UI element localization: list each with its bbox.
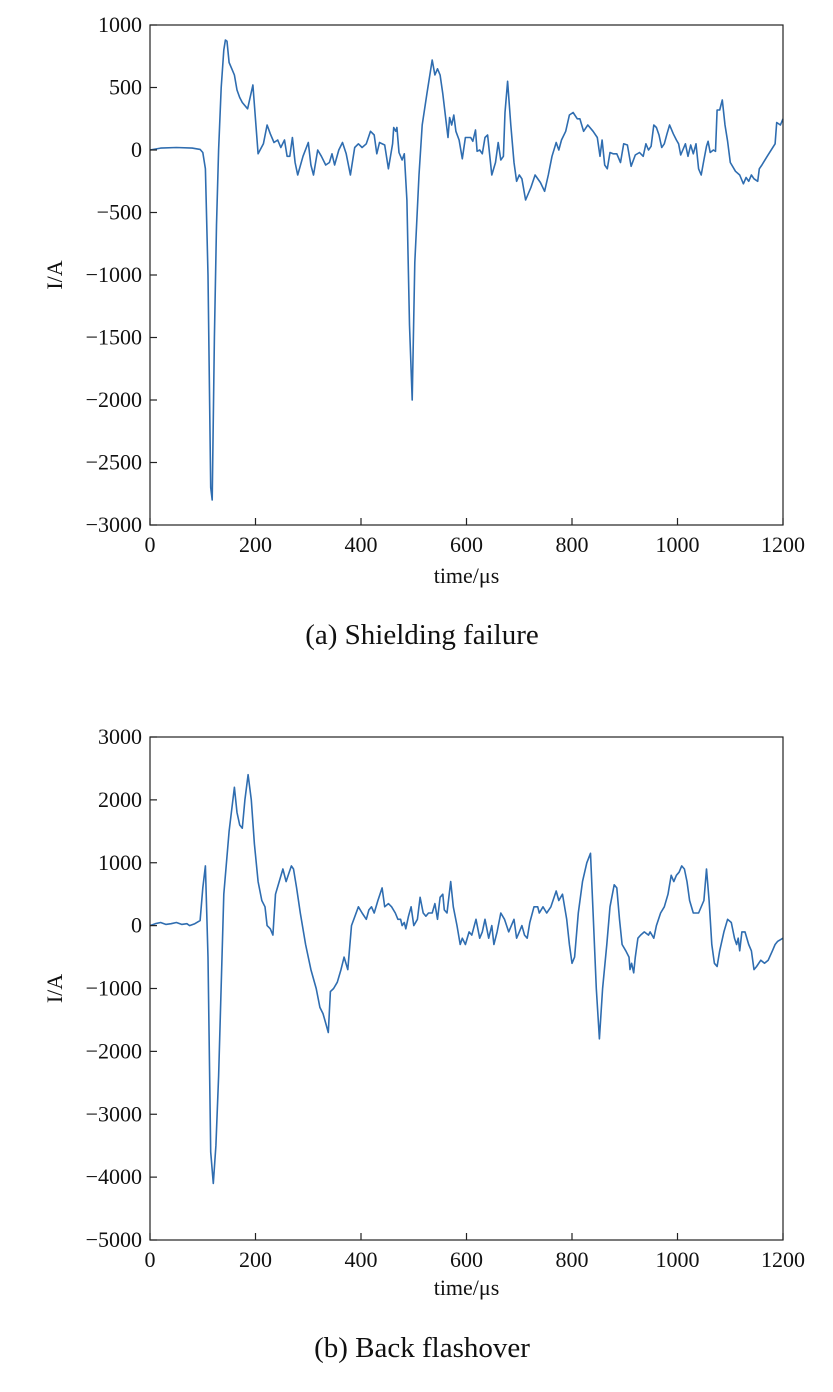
x-axis-label: time/μs [434, 563, 500, 588]
y-tick-label: 0 [131, 137, 142, 162]
y-tick-label: −1500 [86, 325, 142, 350]
y-tick-label: 3000 [98, 724, 142, 749]
y-tick-label: −1000 [86, 262, 142, 287]
y-tick-label: −2500 [86, 450, 142, 475]
x-tick-label: 1000 [656, 532, 700, 557]
y-tick-label: 500 [109, 75, 142, 100]
y-tick-label: −3000 [86, 1101, 142, 1126]
caption: (a) Shielding failure [305, 619, 539, 651]
x-tick-label: 0 [145, 1247, 156, 1272]
x-tick-label: 1000 [656, 1247, 700, 1272]
x-tick-label: 600 [450, 1247, 483, 1272]
y-tick-label: 0 [131, 913, 142, 938]
data-line [149, 773, 784, 1185]
y-tick-label: −3000 [86, 512, 142, 537]
y-tick-label: −500 [97, 200, 142, 225]
x-tick-label: 400 [345, 532, 378, 557]
y-tick-label: −1000 [86, 976, 142, 1001]
y-tick-label: 1000 [98, 850, 142, 875]
x-tick-label: 1200 [761, 1247, 805, 1272]
y-tick-label: −2000 [86, 1038, 142, 1063]
axes-box [149, 736, 784, 1241]
x-axis-label: time/μs [434, 1275, 500, 1300]
axes-box [149, 24, 784, 526]
x-tick-label: 400 [345, 1247, 378, 1272]
data-line [149, 39, 784, 501]
y-tick-label: −5000 [86, 1227, 142, 1252]
y-tick-label: 1000 [98, 12, 142, 37]
x-tick-label: 800 [556, 1247, 589, 1272]
y-tick-label: −2000 [86, 387, 142, 412]
x-tick-label: 0 [145, 532, 156, 557]
y-axis-label: I/A [42, 974, 67, 1003]
x-tick-label: 200 [239, 532, 272, 557]
y-tick-label: 2000 [98, 787, 142, 812]
x-tick-label: 800 [556, 532, 589, 557]
y-axis-label: I/A [42, 260, 67, 289]
x-tick-label: 1200 [761, 532, 805, 557]
caption: (b) Back flashover [314, 1332, 530, 1364]
y-tick-label: −4000 [86, 1164, 142, 1189]
x-tick-label: 200 [239, 1247, 272, 1272]
x-tick-label: 600 [450, 532, 483, 557]
